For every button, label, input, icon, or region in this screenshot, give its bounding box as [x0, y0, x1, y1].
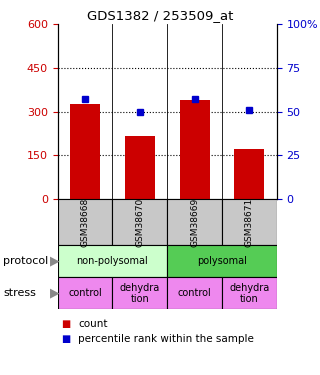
- Bar: [222, 199, 277, 245]
- Text: ■: ■: [61, 334, 70, 344]
- Bar: [112, 199, 167, 245]
- Bar: [234, 149, 264, 199]
- Text: GDS1382 / 253509_at: GDS1382 / 253509_at: [87, 9, 233, 22]
- Text: ▶: ▶: [50, 287, 59, 300]
- Text: GSM38668: GSM38668: [81, 197, 90, 247]
- Text: GSM38670: GSM38670: [135, 197, 144, 247]
- Bar: [58, 245, 167, 277]
- Text: dehydra
tion: dehydra tion: [229, 282, 269, 304]
- Text: stress: stress: [3, 288, 36, 298]
- Bar: [58, 277, 112, 309]
- Bar: [180, 100, 210, 199]
- Text: polysomal: polysomal: [197, 256, 247, 266]
- Text: ■: ■: [61, 320, 70, 329]
- Text: control: control: [68, 288, 102, 298]
- Text: count: count: [78, 320, 108, 329]
- Bar: [58, 199, 112, 245]
- Text: dehydra
tion: dehydra tion: [120, 282, 160, 304]
- Bar: [167, 199, 222, 245]
- Text: non-polysomal: non-polysomal: [76, 256, 148, 266]
- Text: percentile rank within the sample: percentile rank within the sample: [78, 334, 254, 344]
- Bar: [167, 245, 277, 277]
- Text: ▶: ▶: [50, 255, 59, 268]
- Bar: [125, 136, 155, 199]
- Text: protocol: protocol: [3, 256, 48, 266]
- Text: GSM38671: GSM38671: [245, 197, 254, 247]
- Bar: [112, 277, 167, 309]
- Text: control: control: [178, 288, 212, 298]
- Bar: [222, 277, 277, 309]
- Text: GSM38669: GSM38669: [190, 197, 199, 247]
- Bar: [70, 104, 100, 199]
- Bar: [167, 277, 222, 309]
